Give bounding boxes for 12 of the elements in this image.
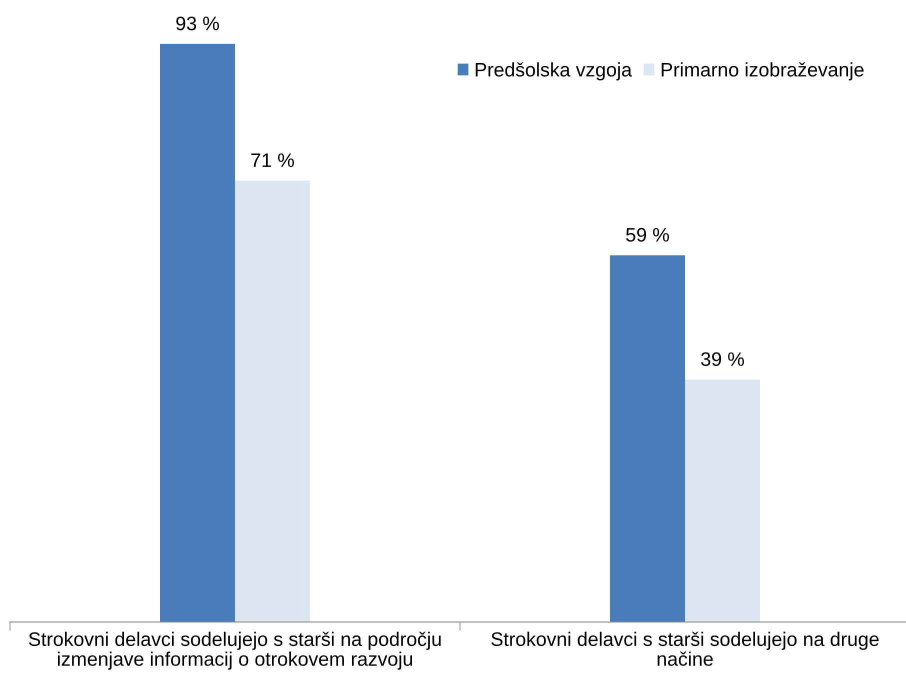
- legend-label: Primarno izobraževanje: [662, 62, 864, 80]
- x-tick-label: Strokovni delavci sodelujejo s starši na področju izmenjave informacij o otrokovem razvoju: [28, 632, 441, 670]
- bar: [160, 44, 235, 622]
- x-tick-label: Strokovni delavci s starši sodelujejo na druge načine: [491, 632, 879, 666]
- data-label: 39 %: [701, 352, 744, 366]
- bar: [685, 380, 760, 622]
- bar: [610, 255, 685, 622]
- data-label: 59 %: [626, 228, 669, 242]
- data-label: 93 %: [176, 16, 219, 30]
- legend-label: Predšolska vzgoja: [476, 62, 632, 80]
- data-label: 71 %: [251, 153, 294, 168]
- bar: [235, 180, 310, 622]
